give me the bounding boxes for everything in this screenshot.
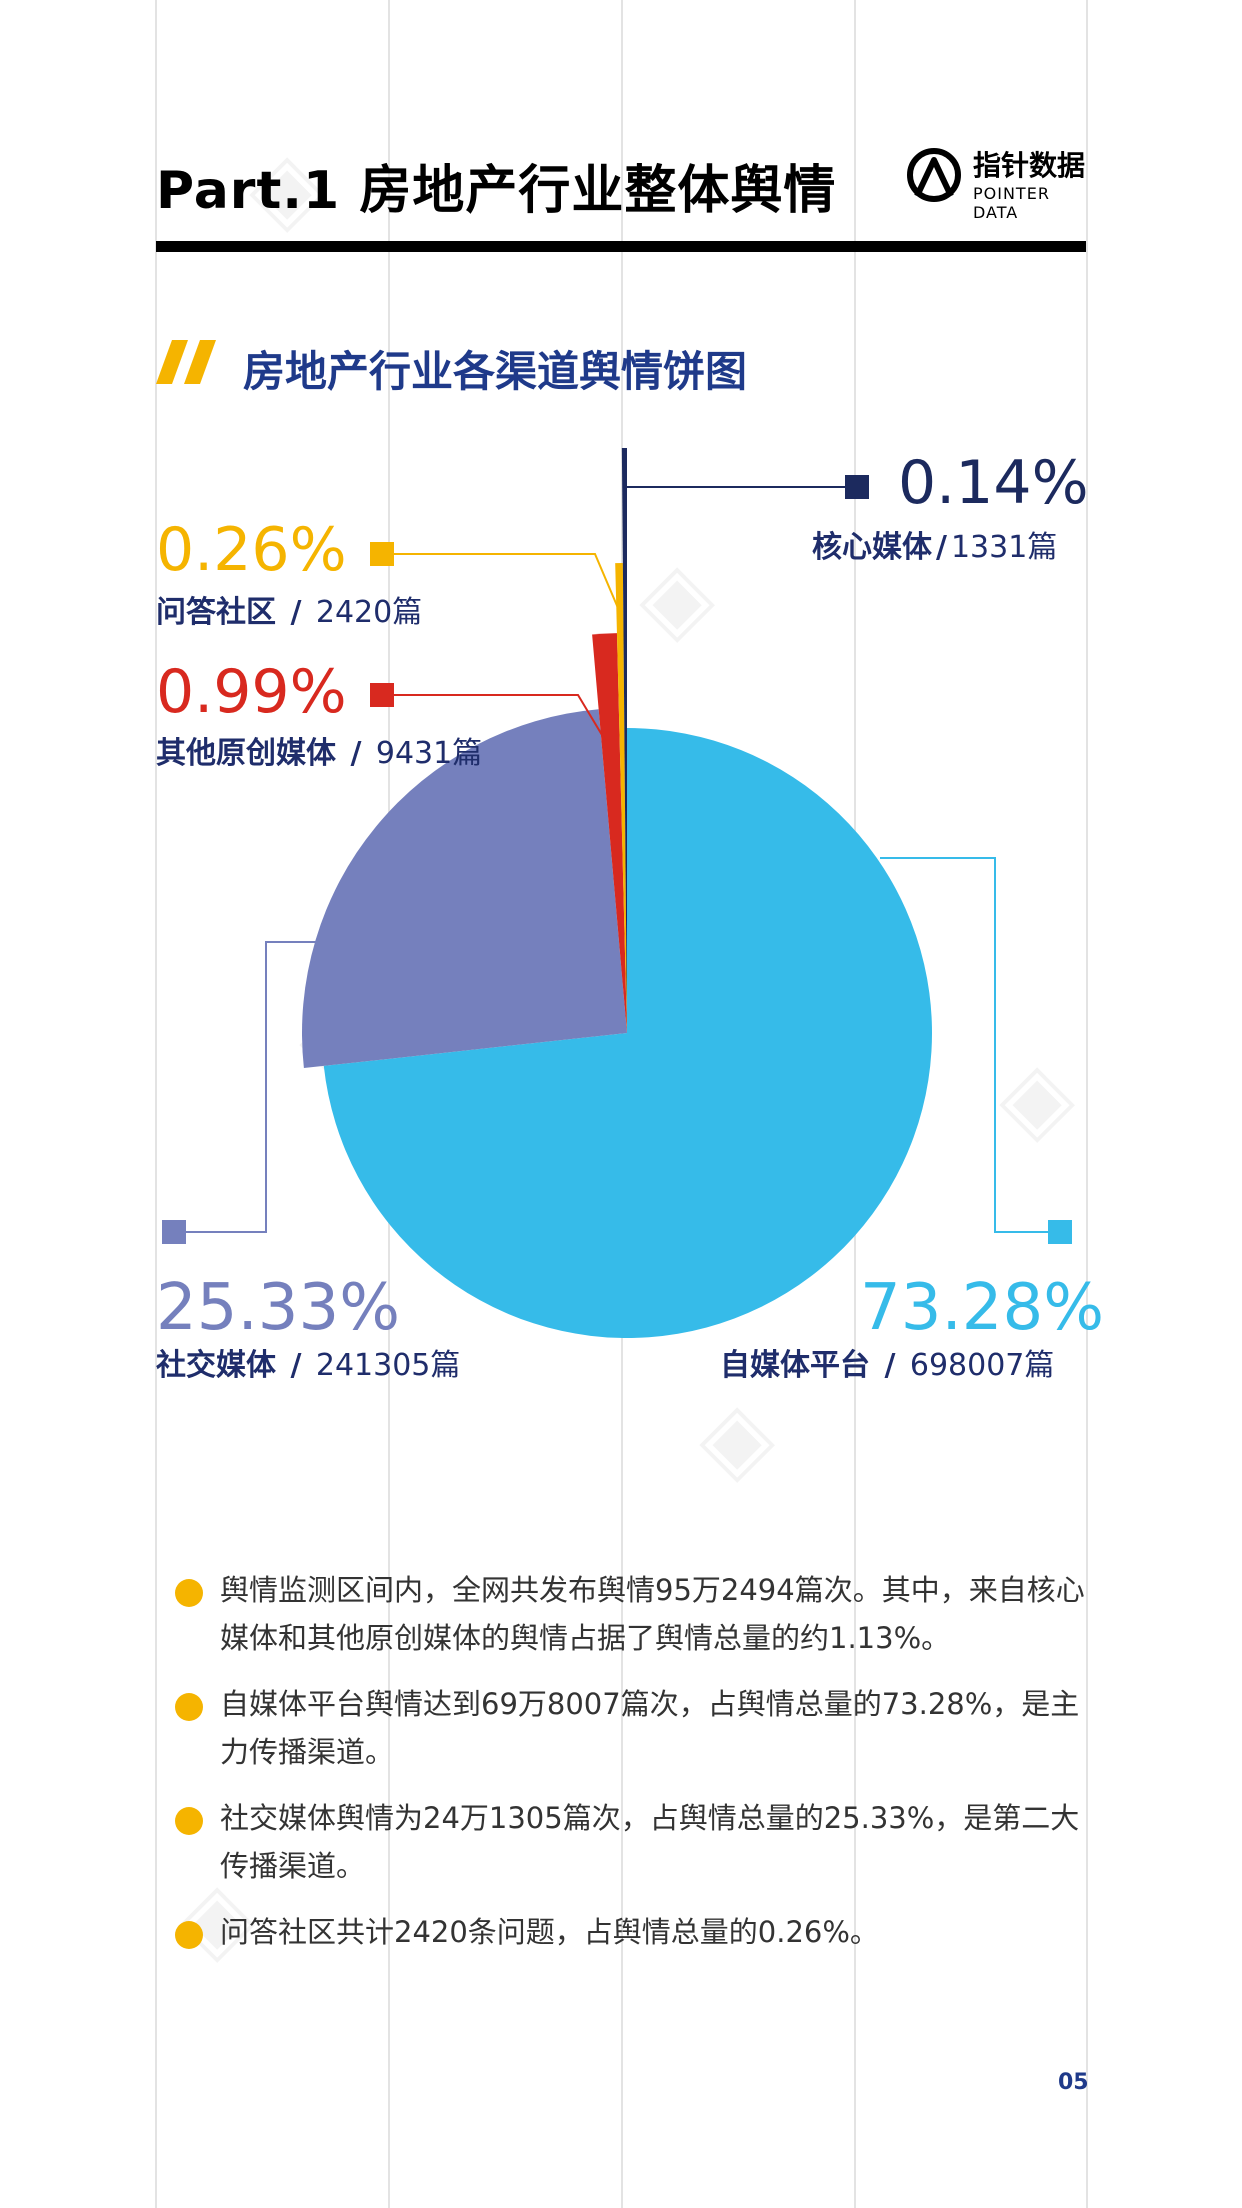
- leader-line-self-media: [880, 857, 1048, 1233]
- bullet-dot: [175, 1807, 203, 1835]
- bullet-dot: [175, 1579, 203, 1607]
- slice-count: 241305篇: [315, 1348, 461, 1383]
- bullet-text: 舆情监测区间内，全网共发布舆情95万2494篇次。其中，来自核心媒体和其他原创媒…: [220, 1573, 1085, 1655]
- slice-separator: /: [280, 595, 312, 630]
- slice-count: 9431篇: [375, 736, 483, 771]
- slice-name: 社交媒体: [156, 1348, 276, 1383]
- percent-label-self-media: 73.28%: [860, 1271, 1105, 1345]
- list-item: 自媒体平台舆情达到69万8007篇次，占舆情总量的73.28%，是主力传播渠道。: [175, 1680, 1095, 1776]
- list-item: 社交媒体舆情为24万1305篇次，占舆情总量的25.33%，是第二大传播渠道。: [175, 1794, 1095, 1890]
- analysis-list: 舆情监测区间内，全网共发布舆情95万2494篇次。其中，来自核心媒体和其他原创媒…: [175, 1566, 1095, 1974]
- logo-text-cn: 指针数据: [973, 149, 1086, 182]
- percent-label-other-original: 0.99%: [156, 657, 347, 727]
- slice-separator: /: [340, 736, 372, 771]
- bullet-text: 问答社区共计2420条问题，占舆情总量的0.26%。: [220, 1915, 879, 1949]
- pointer-data-logo: 指针数据 POINTER DATA: [905, 140, 1089, 222]
- leader-line-qa-community: [394, 553, 619, 609]
- bullet-dot: [175, 1693, 203, 1721]
- legend-square-qa-community: [370, 542, 394, 566]
- slice-count: 698007篇: [909, 1348, 1055, 1383]
- slice-separator: /: [936, 530, 947, 565]
- pie-chart: [186, 448, 1048, 1338]
- leader-line-other-original: [394, 694, 606, 741]
- leader-line-social-media: [186, 941, 390, 1233]
- list-item: 舆情监测区间内，全网共发布舆情95万2494篇次。其中，来自核心媒体和其他原创媒…: [175, 1566, 1095, 1662]
- slice-label-social-media: 社交媒体 / 241305篇: [156, 1340, 460, 1384]
- bullet-text: 自媒体平台舆情达到69万8007篇次，占舆情总量的73.28%，是主力传播渠道。: [220, 1687, 1080, 1769]
- pointer-logo-icon: [907, 148, 961, 202]
- pie-slice-self-media: [323, 728, 932, 1338]
- slice-separator: /: [874, 1348, 906, 1383]
- slice-name: 问答社区: [156, 595, 276, 630]
- pie-slice-core-media: [621, 448, 627, 1033]
- slice-label-self-media: 自媒体平台 / 698007篇: [720, 1340, 1054, 1384]
- legend-square-self-media: [1048, 1220, 1072, 1244]
- slice-name: 其他原创媒体: [156, 736, 336, 771]
- list-item: 问答社区共计2420条问题，占舆情总量的0.26%。: [175, 1908, 1095, 1956]
- slice-count: 1331篇: [950, 530, 1058, 565]
- slice-count: 2420篇: [315, 595, 423, 630]
- double-slash-icon: [156, 340, 216, 384]
- grid-line: [155, 0, 157, 2208]
- bullet-text: 社交媒体舆情为24万1305篇次，占舆情总量的25.33%，是第二大传播渠道。: [220, 1801, 1080, 1883]
- slice-label-core-media: 核心媒体/1331篇: [812, 522, 1057, 566]
- logo-text-en: POINTER DATA: [973, 184, 1050, 222]
- percent-label-social-media: 25.33%: [156, 1271, 401, 1345]
- slice-separator: /: [280, 1348, 312, 1383]
- legend-square-other-original: [370, 683, 394, 707]
- legend-square-social-media: [162, 1220, 186, 1244]
- grid-line: [1086, 0, 1088, 2208]
- header-divider: [156, 241, 1086, 252]
- slice-label-qa-community: 问答社区 / 2420篇: [156, 587, 422, 631]
- percent-label-core-media: 0.14%: [898, 448, 1089, 518]
- bullet-dot: [175, 1921, 203, 1949]
- slice-label-other-original: 其他原创媒体 / 9431篇: [156, 728, 482, 772]
- percent-label-qa-community: 0.26%: [156, 515, 347, 585]
- page-title: Part.1 房地产行业整体舆情: [156, 161, 837, 221]
- section-title: 房地产行业各渠道舆情饼图: [243, 347, 748, 396]
- pie-slice-qa-community: [615, 563, 627, 1033]
- slice-name: 自媒体平台: [720, 1348, 870, 1383]
- pie-slice-social-media: [302, 709, 627, 1069]
- slice-name: 核心媒体: [812, 530, 932, 565]
- legend-square-core-media: [845, 475, 869, 499]
- page-number: 05: [1058, 2070, 1089, 2095]
